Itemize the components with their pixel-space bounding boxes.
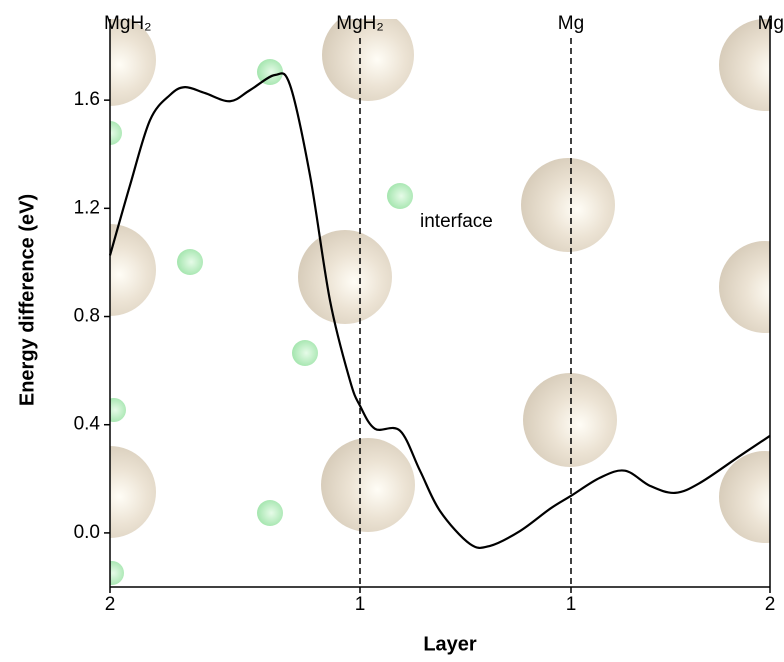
atom-background <box>64 9 784 585</box>
chart: Energy difference (eV) Layer 0.0 0.4 0.8 1.… <box>0 0 784 657</box>
x-tick-label: 1 <box>566 594 577 615</box>
y-axis-label: Energy difference (eV) <box>16 194 38 406</box>
top-label: Mg <box>758 13 784 34</box>
x-tick-label: 2 <box>765 594 776 615</box>
annotation: interface <box>420 211 493 232</box>
line-series <box>110 73 770 548</box>
x-tick-label: 2 <box>105 594 116 615</box>
top-label: MgH₂ <box>104 13 152 34</box>
y-tick-label: 0.0 <box>74 522 100 543</box>
top-label: Mg <box>558 13 584 34</box>
y-tick-label: 1.6 <box>74 89 100 110</box>
y-tick-label: 0.8 <box>74 306 100 327</box>
x-axis-label: Layer <box>423 633 477 655</box>
x-tick-label: 1 <box>355 594 366 615</box>
y-tick-label: 0.4 <box>74 414 101 435</box>
axes-frame <box>110 19 770 587</box>
y-tick-label: 1.2 <box>74 197 100 218</box>
top-label: MgH₂ <box>336 13 384 34</box>
